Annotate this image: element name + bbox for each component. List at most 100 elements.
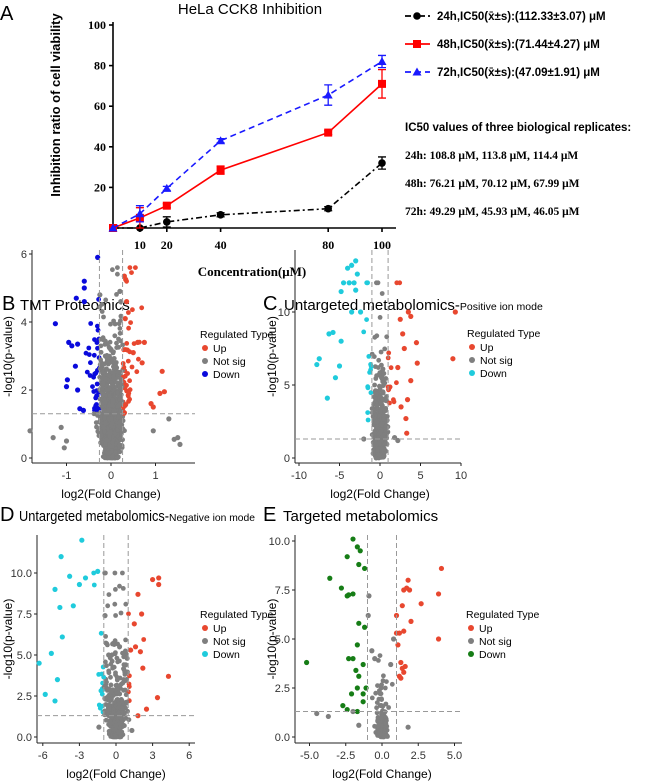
point-down [349,262,355,268]
point-not-sig [376,452,382,458]
point-not-sig [117,683,123,689]
point-not-sig [101,425,107,431]
legend-marker [202,625,208,631]
point-not-sig [381,413,387,418]
data-point [216,136,226,145]
point-not-sig [383,721,389,726]
point-up [414,360,420,366]
point-not-sig [116,420,122,426]
point-down [73,295,79,301]
point-not-sig [115,265,120,270]
point-not-sig [112,700,117,705]
y-tick-label: 10 [278,307,290,319]
point-not-sig [373,396,378,401]
point-not-sig [150,428,156,434]
point-down [330,329,336,336]
chart-title: Untargeted metabolomics-Positive ion mod… [284,297,543,314]
series-line [112,83,383,229]
point-not-sig [383,423,389,428]
point-down [66,339,72,345]
point-not-sig [379,682,384,688]
legend-label: Down [213,649,240,661]
point-not-sig [117,449,123,455]
point-not-sig [123,692,129,698]
data-point [162,183,172,192]
point-not-sig [117,401,123,407]
point-not-sig [110,453,115,459]
point-not-sig [380,678,386,684]
point-not-sig [379,421,385,427]
point-up [135,339,141,345]
y-tick-label: 2 [21,385,27,397]
x-tick-label: 40 [215,238,227,252]
chart-title-suffix: Negative ion mode [169,512,255,524]
legend-title: Regulated Type [200,609,274,621]
point-down [86,345,92,351]
point-down [36,660,42,666]
y-tick-label: 5.0 [17,650,32,662]
legend-title: Regulated Type [466,609,540,621]
point-not-sig [112,601,118,607]
x-axis-label-a: Concentration(μM) [198,264,306,279]
point-up [128,647,134,653]
point-down [52,321,58,327]
point-not-sig [93,420,99,425]
point-not-sig [373,419,379,424]
point-up [123,402,129,407]
point-down [98,630,104,636]
point-not-sig [106,592,112,597]
ic50-notes: IC50 values of three biological replicat… [405,122,631,218]
point-up [402,663,408,670]
chart-title-main: Untargeted metabolomics- [19,508,169,525]
panel-e: E Targeted metabolomics -log10(p-value) log… [263,504,540,781]
point-down [354,271,360,277]
chart-title-main: Targeted metabolomics [283,508,438,525]
point-down [94,381,100,387]
point-down [91,352,97,358]
point-up [126,325,131,331]
point-up [401,345,407,352]
chart-title-main: Untargeted metabolomics- [284,297,460,314]
point-not-sig [123,662,129,668]
point-not-sig [101,408,107,414]
data-point [378,79,386,88]
legend-a: 24h,IC50(x̄±s):(112.33±3.07) μM 48h,IC50(… [405,11,606,79]
point-not-sig [374,402,380,408]
point-down [360,661,366,668]
point-not-sig [104,366,109,372]
point-not-sig [103,297,109,303]
point-not-sig [372,364,378,369]
point-down [64,377,70,383]
point-down [332,375,339,381]
point-not-sig [122,678,128,684]
point-down [94,340,100,345]
point-down [96,672,102,677]
point-not-sig [103,376,109,382]
point-not-sig [372,382,377,388]
point-not-sig [102,399,108,405]
point-down [346,592,352,598]
point-down [344,554,350,560]
point-up [165,673,172,679]
point-down [326,331,332,337]
x-tick-label: 0 [377,470,383,482]
point-not-sig [383,376,389,381]
y-tick-label: 5 [284,380,290,392]
point-not-sig [122,687,128,693]
point-up [397,316,403,322]
point-not-sig [104,437,110,443]
point-up [139,360,145,366]
point-up [129,364,135,370]
point-down [95,323,100,329]
x-tick-label: -6 [38,750,48,762]
panel-d: D Untargeted metabolomics-Negative ion mo… [0,504,274,781]
point-not-sig [106,670,112,676]
point-not-sig [382,685,388,691]
ic50-notes-line: 24h: 108.8 μM, 113.8 μM, 114.4 μM [405,150,578,162]
legend-label: Not sig [480,355,513,367]
point-down [353,667,359,673]
point-not-sig [115,390,120,396]
point-not-sig [129,727,135,734]
